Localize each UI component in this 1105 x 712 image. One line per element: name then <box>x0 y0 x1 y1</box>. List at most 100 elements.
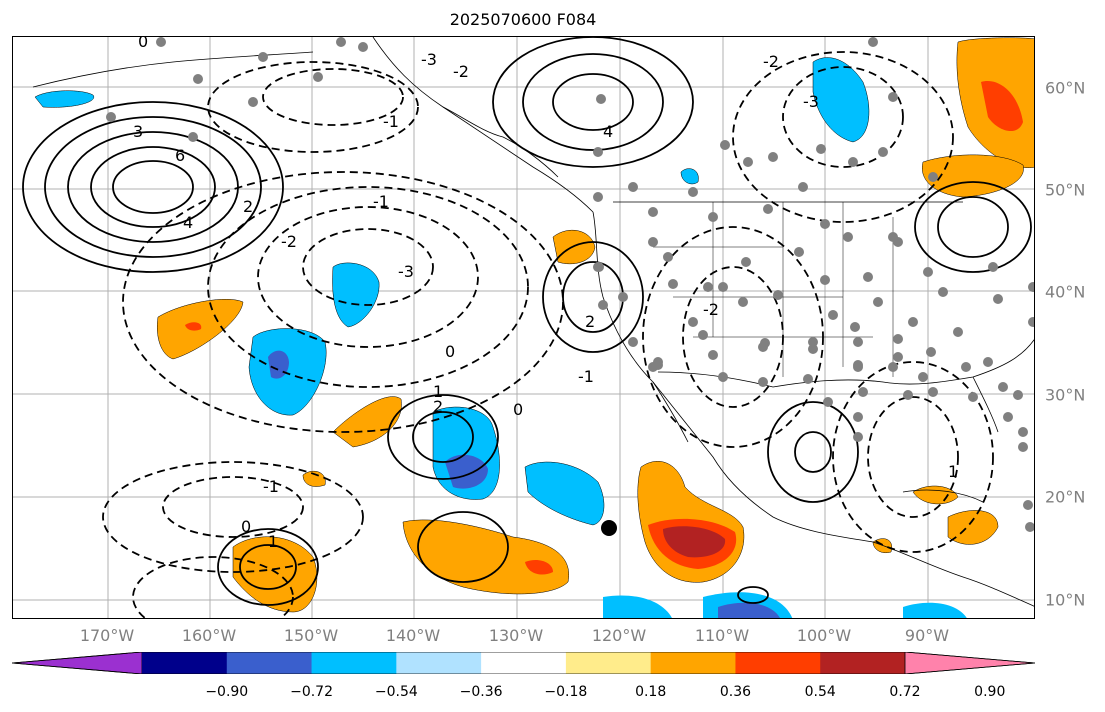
pos-blob-caribbean <box>912 485 959 505</box>
contour-label: -1 <box>263 477 279 496</box>
contour-label: 0 <box>445 342 455 361</box>
pos-blob-pacific-w-core <box>185 322 202 331</box>
neg-blob-pacific-1 <box>332 262 380 328</box>
colorbar-extend-high <box>904 652 1035 674</box>
contour-labels: 6 4 4 3 2 2 2 1 1 1 0 0 0 0 -1 -1 -1 -1 … <box>133 37 958 551</box>
longitude-label: 150°W <box>283 626 339 645</box>
contour-label: 2 <box>243 197 253 216</box>
colorbar-tick-label: 0.72 <box>889 684 921 700</box>
florida <box>972 376 999 433</box>
us-mexico-border <box>657 371 774 388</box>
neg-blob-aleutian <box>34 90 95 108</box>
station-markers <box>106 37 1034 532</box>
longitude-label: 90°W <box>904 626 950 645</box>
contours-negative <box>102 51 994 618</box>
colorbar-segment <box>311 652 397 674</box>
colorbar-tick-label: 0.90 <box>974 684 1006 700</box>
pos-blob-mexico-core <box>663 526 726 558</box>
colorbar-segment <box>735 652 821 674</box>
neg-blob-pacific-4 <box>524 461 605 526</box>
colorbar-tick-label: −0.54 <box>374 684 418 700</box>
pos-blob-south-c-core <box>525 560 553 575</box>
contour-label: -3 <box>421 50 437 69</box>
contour-label: 0 <box>241 517 251 536</box>
central-america <box>872 541 1034 607</box>
latitude-label: 60°N <box>1045 78 1086 98</box>
contour-label: -2 <box>453 62 469 81</box>
contour-label: -1 <box>373 192 389 211</box>
colorbar-segment <box>142 652 228 674</box>
gulf-coast <box>772 339 1034 388</box>
bc-coast <box>442 106 559 178</box>
location-marker <box>601 520 617 536</box>
longitude-label: 140°W <box>385 626 441 645</box>
contour-label: -1 <box>383 112 399 131</box>
shaded-anomalies <box>34 37 1034 618</box>
neg-blob-hudson <box>812 57 870 143</box>
colorbar-segment <box>481 652 567 674</box>
longitude-label: 130°W <box>488 626 544 645</box>
contour-label: 1 <box>948 462 958 481</box>
contour-label: -2 <box>281 232 297 251</box>
colorbar-segment <box>565 652 652 674</box>
contour-label: 1 <box>268 532 278 551</box>
map-title: 2025070600 F084 <box>449 10 597 29</box>
colorbar <box>12 652 1035 674</box>
pos-blob-pacific-c <box>332 396 402 448</box>
contour-label: -1 <box>578 367 594 386</box>
neg-blob-south-2-core <box>718 602 780 618</box>
baja <box>652 381 689 443</box>
colorbar-tick-label: −0.72 <box>290 684 333 700</box>
neg-blob-small-1 <box>680 168 699 185</box>
contour-label: -3 <box>803 92 819 111</box>
contour-label: 3 <box>133 122 143 141</box>
contour-label: -2 <box>763 52 779 71</box>
neg-blob-south-3 <box>903 602 967 618</box>
pos-blob-hawaii <box>232 536 318 613</box>
cuba <box>902 489 984 503</box>
colorbar-tick-label: −0.90 <box>205 684 249 700</box>
contour-label: -3 <box>398 262 414 281</box>
west-coast <box>592 211 874 543</box>
neg-blob-south <box>603 595 672 618</box>
pos-blob-south-c <box>402 519 570 595</box>
pos-blob-northeast-core <box>981 81 1023 132</box>
contour-label: 0 <box>138 37 148 51</box>
contour-label: 2 <box>433 397 443 416</box>
colorbar-tick-label: 0.18 <box>635 684 667 700</box>
colorbar-segment <box>650 652 736 674</box>
latitude-label: 40°N <box>1045 282 1086 302</box>
colorbar-tick-label: 0.36 <box>719 684 752 700</box>
aleutians <box>32 51 314 88</box>
colorbar-segment <box>396 652 482 674</box>
latitude-label: 30°N <box>1045 385 1086 405</box>
longitude-label: 160°W <box>181 626 237 645</box>
contour-label: 4 <box>183 213 193 232</box>
contour-label: 0 <box>513 400 523 419</box>
contours-positive <box>22 37 1032 606</box>
alaska-coast <box>372 37 594 213</box>
colorbar-extend-low <box>12 652 143 674</box>
pos-blob-small-2 <box>302 470 326 487</box>
longitude-label: 170°W <box>79 626 135 645</box>
colorbar-tick-label: −0.36 <box>459 684 503 700</box>
contour-label: 2 <box>585 312 595 331</box>
latitude-label: 20°N <box>1045 487 1086 507</box>
map-canvas: 6 4 4 3 2 2 2 1 1 1 0 0 0 0 -1 -1 -1 -1 … <box>13 37 1034 618</box>
longitude-label: 110°W <box>694 626 750 645</box>
colorbar-segment <box>820 652 906 674</box>
contour-label: 1 <box>433 382 443 401</box>
latitude-label: 10°N <box>1045 590 1086 610</box>
pos-blob-ca-coast <box>552 229 596 265</box>
pos-blob-caribbean-2 <box>947 510 999 545</box>
latitude-label: 50°N <box>1045 180 1086 200</box>
coastlines <box>32 37 1034 607</box>
neg-blob-pacific-3-core <box>445 454 488 489</box>
longitude-label: 100°W <box>796 626 852 645</box>
colorbar-tick-label: 0.54 <box>804 684 836 700</box>
map-panel: 6 4 4 3 2 2 2 1 1 1 0 0 0 0 -1 -1 -1 -1 … <box>12 36 1035 619</box>
contour-label: 6 <box>175 146 185 165</box>
longitude-label: 120°W <box>591 626 647 645</box>
contour-label: -2 <box>703 300 719 319</box>
neg-blob-pacific-2 <box>248 328 327 416</box>
